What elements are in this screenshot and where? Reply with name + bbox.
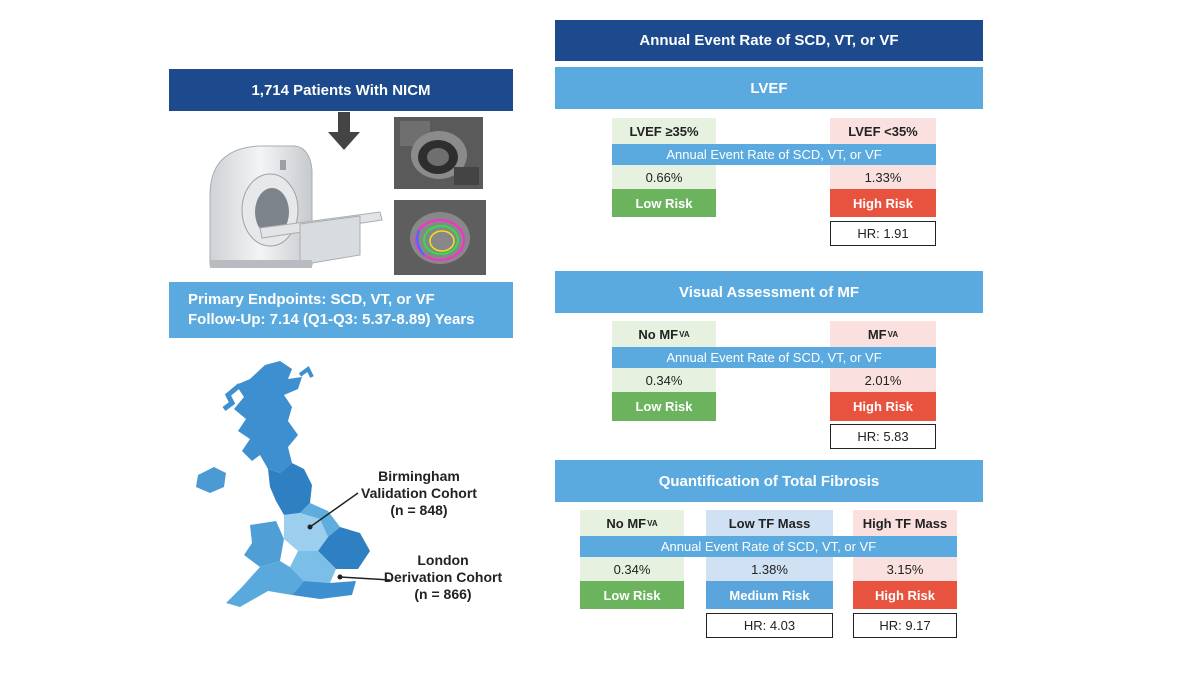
london-label: London Derivation Cohort (n = 866): [378, 552, 508, 603]
quant-no-mf-text: No MF: [606, 515, 647, 531]
mri-scanner-icon: [209, 145, 383, 268]
lvef-ge35-label: LVEF ≥35%: [612, 118, 716, 144]
lvef-high-risk-badge: High Risk: [830, 189, 936, 217]
main-title: Annual Event Rate of SCD, VT, or VF: [555, 20, 983, 61]
quant-low-risk-badge: Low Risk: [580, 581, 684, 609]
quant-rate-band: Annual Event Rate of SCD, VT, or VF: [580, 536, 957, 557]
london-cohort: Derivation Cohort: [383, 569, 503, 585]
no-mf-text: No MF: [638, 326, 679, 342]
cardiac-mri-image: [394, 117, 483, 189]
no-mfva-rate: 0.34%: [612, 368, 716, 392]
birmingham-n: (n = 848): [390, 502, 448, 518]
london-name: London: [417, 552, 469, 568]
visual-mf-header: Visual Assessment of MF: [555, 271, 983, 313]
down-arrow-icon: [328, 112, 360, 150]
endpoints-line-2: Follow-Up: 7.14 (Q1-Q3: 5.37-8.89) Years: [188, 311, 475, 328]
lvef-ge35-rate: 0.66%: [612, 165, 716, 189]
va-subscript: VA: [679, 329, 690, 339]
endpoints-line-1: Primary Endpoints: SCD, VT, or VF: [188, 291, 435, 308]
quant-no-mfva-label: No MF VA: [580, 510, 684, 536]
patients-header: 1,714 Patients With NICM: [169, 69, 513, 111]
endpoints-box: Primary Endpoints: SCD, VT, or VF Follow…: [169, 282, 513, 338]
quant-high-risk-badge: High Risk: [853, 581, 957, 609]
visual-high-risk-badge: High Risk: [830, 392, 936, 421]
lvef-rate-band: Annual Event Rate of SCD, VT, or VF: [612, 144, 936, 165]
fibrosis-mri-image: [394, 200, 486, 275]
low-tf-mass-rate: 1.38%: [706, 557, 833, 581]
birmingham-cohort: Validation Cohort: [361, 485, 477, 501]
high-tf-mass-rate: 3.15%: [853, 557, 957, 581]
quant-va-subscript: VA: [647, 518, 658, 528]
no-mfva-label: No MF VA: [612, 321, 716, 347]
birmingham-name: Birmingham: [378, 468, 460, 484]
mfva-label: MF VA: [830, 321, 936, 347]
uk-map: [196, 361, 391, 607]
lvef-lt35-rate: 1.33%: [830, 165, 936, 189]
lvef-hazard-ratio: HR: 1.91: [830, 221, 936, 246]
visual-rate-band: Annual Event Rate of SCD, VT, or VF: [612, 347, 936, 368]
low-tf-hazard-ratio: HR: 4.03: [706, 613, 833, 638]
mf-text: MF: [867, 326, 887, 342]
quant-no-mfva-rate: 0.34%: [580, 557, 684, 581]
low-tf-mass-label: Low TF Mass: [706, 510, 833, 536]
high-tf-hazard-ratio: HR: 9.17: [853, 613, 957, 638]
quant-fibrosis-header: Quantification of Total Fibrosis: [555, 460, 983, 502]
birmingham-label: Birmingham Validation Cohort (n = 848): [354, 468, 484, 519]
mfva-rate: 2.01%: [830, 368, 936, 392]
high-tf-mass-label: High TF Mass: [853, 510, 957, 536]
lvef-low-risk-badge: Low Risk: [612, 189, 716, 217]
london-n: (n = 866): [414, 586, 472, 602]
visual-hazard-ratio: HR: 5.83: [830, 424, 936, 449]
visual-low-risk-badge: Low Risk: [612, 392, 716, 421]
va-subscript: VA: [887, 329, 899, 339]
lvef-header: LVEF: [555, 67, 983, 109]
lvef-lt35-label: LVEF <35%: [830, 118, 936, 144]
quant-medium-risk-badge: Medium Risk: [706, 581, 833, 609]
